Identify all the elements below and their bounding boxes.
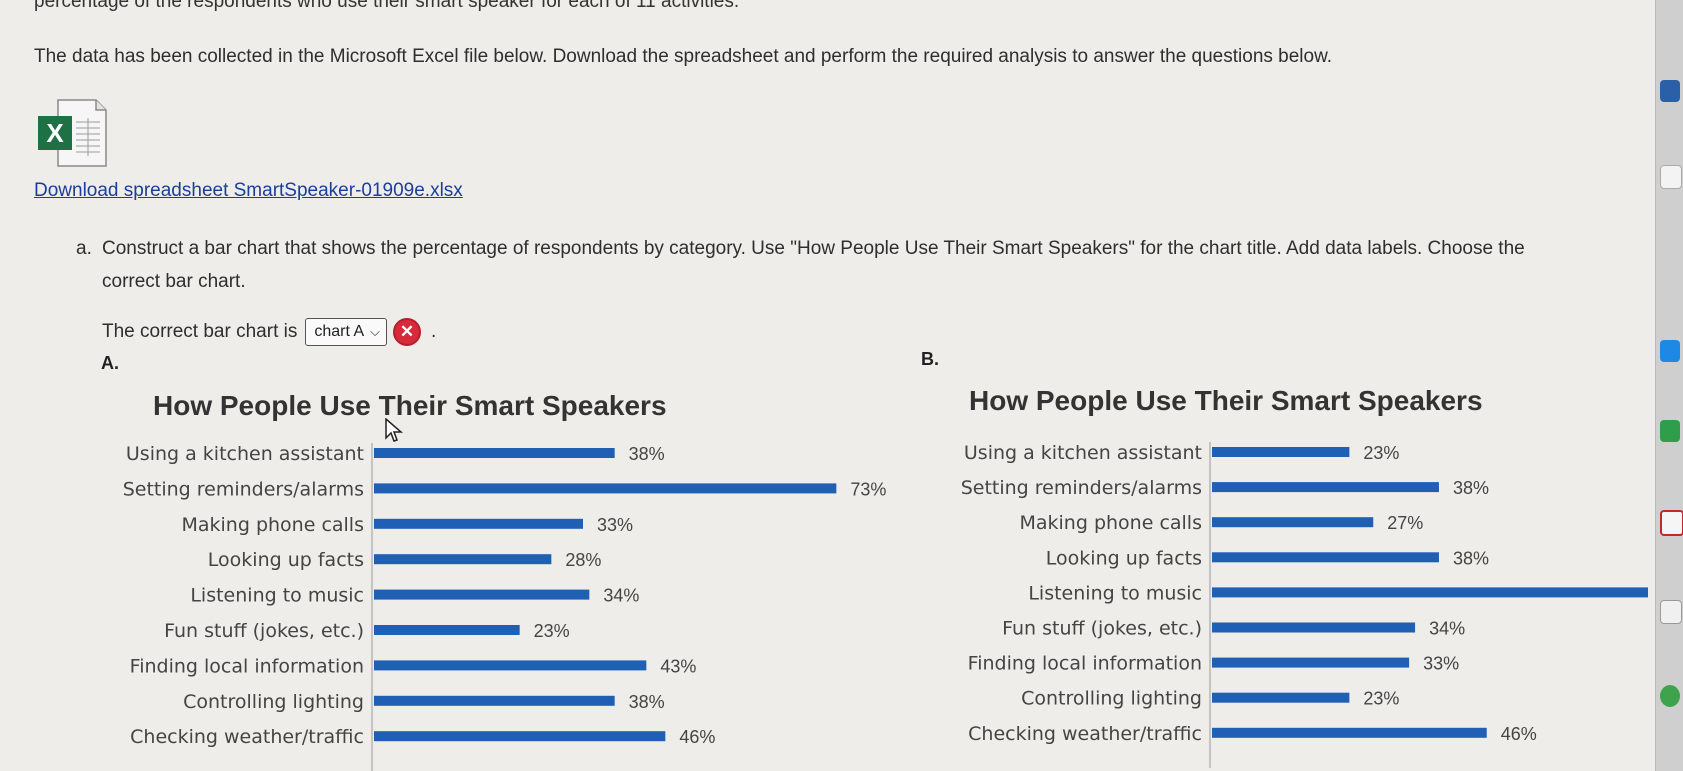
dock-app-icon[interactable] <box>1660 685 1680 707</box>
top-partial-text: percentage of the respondents who use th… <box>34 0 740 12</box>
category-label: Checking weather/traffic <box>130 726 364 748</box>
category-label: Finding local information <box>968 653 1202 675</box>
bar <box>374 448 615 458</box>
bar <box>1212 517 1374 528</box>
answer-line: The correct bar chart is chart A ⌵ ✕ . <box>102 318 436 346</box>
bar <box>374 589 590 600</box>
download-spreadsheet-link[interactable]: Download spreadsheet SmartSpeaker-01909e… <box>34 180 463 201</box>
dock-app-icon[interactable] <box>1660 600 1682 624</box>
question-a-number: a. <box>76 238 92 259</box>
bar <box>374 518 583 529</box>
data-label: 38% <box>1453 548 1489 568</box>
dock-app-icon[interactable] <box>1660 510 1683 536</box>
bar <box>374 695 615 706</box>
bar <box>1212 447 1350 457</box>
bar <box>1212 727 1487 738</box>
category-label: Making phone calls <box>181 514 364 536</box>
chart-a: Using a kitchen assistant 38% Setting remi… <box>123 443 886 771</box>
data-label: 23% <box>1363 689 1399 709</box>
data-label: 38% <box>629 444 665 464</box>
question-a: a. Construct a bar chart that shows the … <box>76 232 1546 298</box>
category-label: Checking weather/traffic <box>968 723 1202 745</box>
dock-app-icon[interactable] <box>1660 420 1680 442</box>
data-label: 28% <box>565 550 601 570</box>
chart-b: Using a kitchen assistant 23% Setting remi… <box>961 442 1648 768</box>
chart-a-title: How People Use Their Smart Speakers <box>153 390 667 421</box>
data-label: 23% <box>1363 443 1399 463</box>
mouse-cursor-icon <box>385 418 403 442</box>
incorrect-x-icon: ✕ <box>393 318 422 346</box>
chevron-down-icon: ⌵ <box>370 324 381 339</box>
answer-suffix: . <box>431 321 437 342</box>
chart-answer-select[interactable]: chart A ⌵ <box>305 318 388 346</box>
category-label: Looking up facts <box>208 549 364 571</box>
category-label: Setting reminders/alarms <box>123 478 364 500</box>
data-label: 34% <box>1429 619 1465 639</box>
bar <box>374 483 837 494</box>
category-label: Fun stuff (jokes, etc.) <box>164 620 364 642</box>
data-label: 46% <box>679 727 715 747</box>
bar <box>1212 657 1410 668</box>
data-label: 43% <box>660 656 696 676</box>
bar <box>1212 622 1416 633</box>
bar <box>374 554 552 565</box>
category-label: Fun stuff (jokes, etc.) <box>1002 618 1202 640</box>
bar <box>374 625 520 635</box>
bar <box>374 731 666 742</box>
data-label: 38% <box>1453 478 1489 498</box>
data-label: 23% <box>534 621 570 641</box>
bar <box>374 660 647 671</box>
category-label: Finding local information <box>130 655 364 677</box>
intro-text: The data has been collected in the Micro… <box>34 46 1333 67</box>
category-label: Controlling lighting <box>1021 688 1202 710</box>
dock-app-icon[interactable] <box>1660 80 1680 102</box>
excel-file-icon[interactable]: X <box>36 98 108 168</box>
chart-b-title: How People Use Their Smart Speakers <box>969 385 1483 416</box>
selected-option: chart A <box>314 323 365 340</box>
category-label: Controlling lighting <box>183 691 364 713</box>
dock-app-icon[interactable] <box>1660 165 1682 189</box>
dock-app-icon[interactable] <box>1660 340 1680 362</box>
data-label: 33% <box>597 515 633 535</box>
data-label: 34% <box>603 586 639 606</box>
data-label: 38% <box>629 692 665 712</box>
data-label: 33% <box>1423 654 1459 674</box>
category-label: Looking up facts <box>1046 547 1202 569</box>
data-label: 46% <box>1501 724 1537 744</box>
category-label: Setting reminders/alarms <box>961 477 1202 499</box>
chart-b-letter: B. <box>921 349 939 369</box>
bar <box>1212 692 1350 703</box>
bar <box>1212 482 1439 493</box>
category-label: Making phone calls <box>1019 512 1202 534</box>
data-label: 27% <box>1387 513 1423 533</box>
answer-prefix: The correct bar chart is <box>102 321 298 342</box>
chart-a-letter: A. <box>101 353 119 373</box>
category-label: Listening to music <box>1028 582 1202 604</box>
desktop-dock-strip <box>1655 0 1683 771</box>
bar <box>1212 587 1648 598</box>
data-label: 73% <box>850 479 886 499</box>
bar <box>1212 552 1439 563</box>
category-label: Using a kitchen assistant <box>126 443 364 465</box>
excel-icon-letter: X <box>46 118 64 148</box>
question-a-text: Construct a bar chart that shows the per… <box>102 238 1525 292</box>
category-label: Listening to music <box>190 585 364 607</box>
category-label: Using a kitchen assistant <box>964 442 1202 464</box>
